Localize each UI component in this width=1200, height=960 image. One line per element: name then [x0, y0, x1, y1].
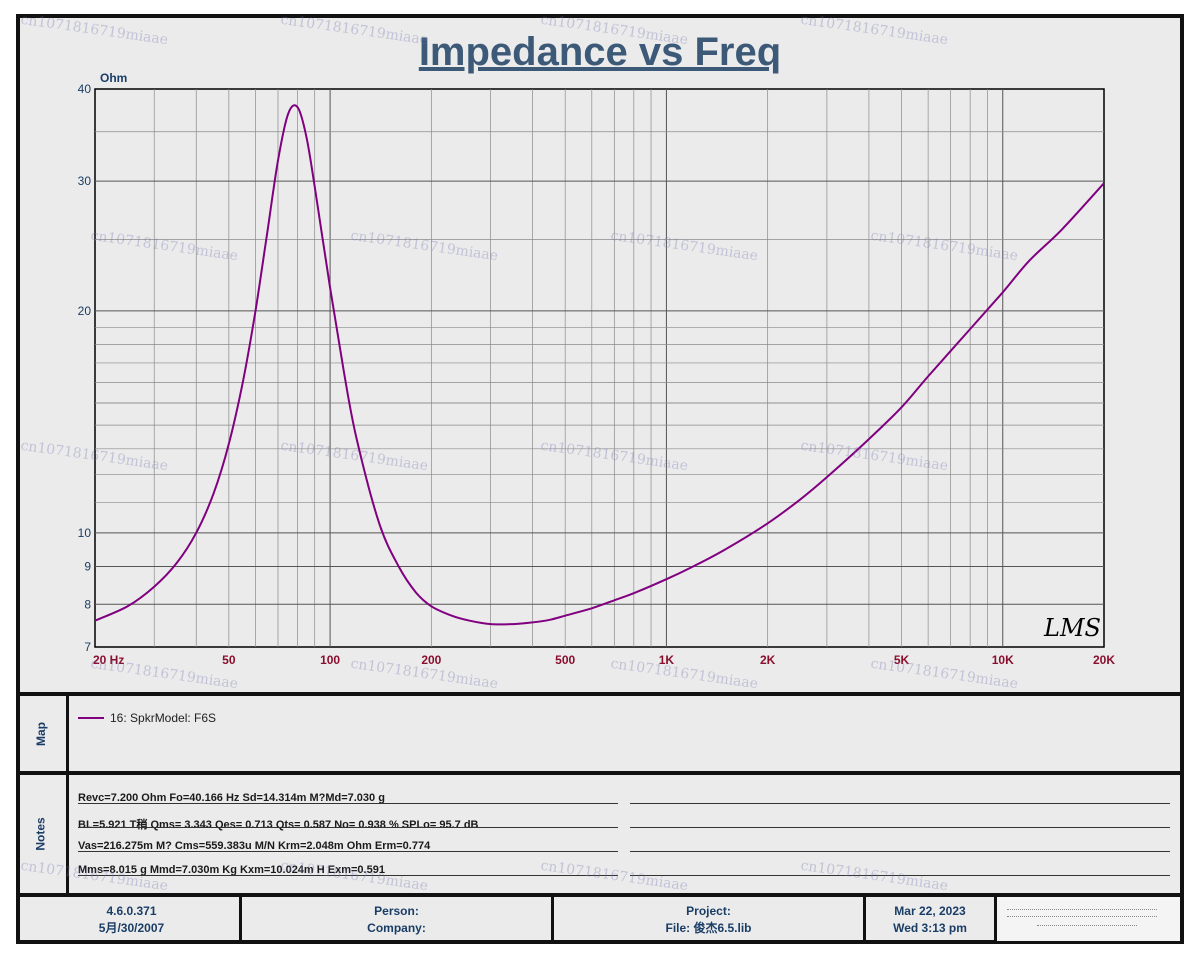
footer-sep-3: [863, 893, 866, 941]
y-tick-label: 10: [78, 526, 92, 540]
footer-project-cell: Project: File: 俊杰6.5.lib: [554, 898, 863, 942]
note-line-4: Mms=8.015 g Mmd=7.030m Kg Kxm=10.024m H …: [78, 864, 385, 876]
tick-labels: 20 Hz 50 100 200 500 1K 2K 5K 10K 20K 7 8 9 10 20 30 40: [78, 82, 1116, 667]
note-rule-1-right: [630, 803, 1170, 804]
chart-title: Impedance vs Freq: [418, 30, 782, 74]
footer-day-time: Wed 3:13 pm: [893, 921, 967, 935]
impedance-series-line: [94, 104, 1105, 626]
person-label: Person:: [374, 904, 419, 918]
legend-swatch: [78, 717, 104, 719]
footer-sep-4: [994, 893, 997, 941]
note-rule-3-right: [630, 851, 1170, 852]
company-label: Company:: [367, 921, 426, 935]
footer-scribble-2: [1037, 925, 1137, 929]
footer-sep-2: [551, 893, 554, 941]
y-tick-label: 30: [78, 174, 92, 188]
map-section-label: Map: [16, 696, 66, 771]
grid: [95, 89, 1104, 647]
version-date: 5月/30/2007: [98, 921, 165, 935]
series-group: [94, 104, 1105, 626]
version-number: 4.6.0.371: [106, 904, 157, 918]
notes-label: Notes: [34, 817, 48, 851]
y-axis-label: Ohm: [100, 71, 127, 85]
note-rule-4-left: [78, 875, 618, 876]
project-label: Project:: [686, 904, 731, 918]
map-top-separator: [16, 692, 1184, 696]
notes-top-separator: [16, 771, 1184, 775]
y-tick-label: 7: [84, 640, 91, 654]
map-label: Map: [34, 721, 48, 746]
x-tick-label: 10K: [992, 653, 1014, 667]
x-tick-label: 100: [320, 653, 340, 667]
note-rule-3-left: [78, 851, 618, 852]
lms-logo: LMS: [1043, 614, 1101, 642]
notes-section-label: Notes: [16, 775, 66, 893]
note-line-2: BL=5.921 T稍 Qms= 3.343 Qes= 0.713 Qts= 0…: [78, 819, 479, 831]
y-tick-label: 8: [84, 597, 91, 611]
footer-scribble: [1007, 909, 1157, 917]
y-tick-label: 9: [84, 560, 91, 574]
note-rule-2-left: [78, 827, 618, 828]
x-tick-label: 20 Hz: [93, 653, 124, 667]
x-tick-label: 5K: [894, 653, 910, 667]
note-line-1: Revc=7.200 Ohm Fo=40.166 Hz Sd=14.314m M…: [78, 792, 385, 804]
footer-date-cell: Mar 22, 2023 Wed 3:13 pm: [866, 898, 994, 942]
x-tick-label: 20K: [1093, 653, 1115, 667]
footer-signature-cell: [997, 897, 1180, 941]
file-label: File: 俊杰6.5.lib: [665, 921, 752, 935]
x-tick-label: 200: [421, 653, 441, 667]
footer-person-cell: Person: Company:: [242, 898, 551, 942]
x-tick-label: 2K: [760, 653, 776, 667]
note-rule-4-right: [630, 875, 1170, 876]
note-rule-1-left: [78, 803, 618, 804]
note-line-3: Vas=216.275m M? Cms=559.383u M/N Krm=2.0…: [78, 840, 431, 852]
footer-version-cell: 4.6.0.371 5月/30/2007: [24, 898, 239, 942]
footer-top-separator: [16, 893, 1184, 897]
footer-date: Mar 22, 2023: [894, 904, 966, 918]
legend: 16: SpkrModel: F6S: [78, 711, 216, 725]
footer-sep-1: [239, 893, 242, 941]
legend-entry: 16: SpkrModel: F6S: [110, 711, 217, 725]
x-tick-label: 500: [555, 653, 575, 667]
y-tick-label: 20: [78, 304, 92, 318]
map-side-separator: [66, 692, 69, 893]
x-tick-label: 50: [222, 653, 236, 667]
note-rule-2-right: [630, 827, 1170, 828]
x-tick-label: 1K: [659, 653, 675, 667]
y-tick-label: 40: [78, 82, 92, 96]
